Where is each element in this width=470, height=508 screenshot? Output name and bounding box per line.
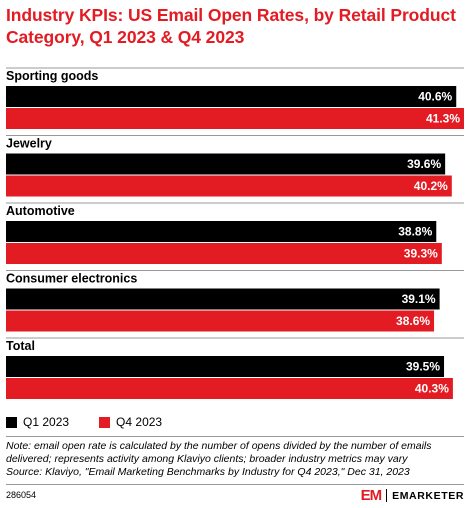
chart-title: Industry KPIs: US Email Open Rates, by R… bbox=[6, 5, 456, 47]
brand-mark: EM bbox=[360, 487, 382, 504]
legend: Q1 2023 Q4 2023 bbox=[6, 415, 192, 429]
bar-q1 bbox=[6, 221, 437, 242]
data-label: 39.1% bbox=[402, 292, 436, 306]
data-label: 41.3% bbox=[426, 112, 460, 126]
note-line-1: Note: email open rate is calculated by t… bbox=[6, 440, 432, 452]
data-label: 40.2% bbox=[414, 179, 448, 193]
category-label: Total bbox=[6, 339, 35, 353]
bar-q1 bbox=[6, 356, 445, 377]
bar-q1 bbox=[6, 86, 457, 107]
brand-logo: EM EMARKETER bbox=[361, 487, 464, 504]
legend-swatch-q4 bbox=[99, 416, 111, 428]
bar-q4 bbox=[6, 108, 464, 129]
category-label: Sporting goods bbox=[6, 69, 98, 83]
data-label: 39.3% bbox=[404, 247, 438, 261]
legend-item-q1: Q1 2023 bbox=[6, 415, 69, 429]
source-note: Note: email open rate is calculated by t… bbox=[6, 440, 466, 479]
brand-separator bbox=[386, 489, 388, 502]
bar-q4 bbox=[6, 243, 442, 264]
note-divider bbox=[6, 436, 464, 437]
category-label: Automotive bbox=[6, 204, 75, 218]
data-label: 40.6% bbox=[418, 90, 452, 104]
legend-swatch-q1 bbox=[6, 416, 17, 428]
note-line-2: delivered; represents activity among Kla… bbox=[6, 453, 408, 465]
data-label: 38.6% bbox=[396, 314, 430, 328]
note-line-3: Source: Klaviyo, "Email Marketing Benchm… bbox=[6, 466, 410, 478]
brand-name: EMARKETER bbox=[392, 489, 464, 502]
data-label: 38.8% bbox=[398, 225, 432, 239]
legend-item-q4: Q4 2023 bbox=[99, 415, 162, 429]
legend-label-q4: Q4 2023 bbox=[116, 415, 163, 429]
data-label: 40.3% bbox=[415, 382, 449, 396]
bar-q4 bbox=[6, 310, 435, 332]
bar-chart: Sporting goods 40.6% 41.3% Jewelry 39.6% 40.2… bbox=[6, 67, 464, 399]
legend-label-q1: Q1 2023 bbox=[23, 415, 70, 429]
category-label: Jewelry bbox=[6, 137, 52, 151]
bar-q1 bbox=[6, 288, 440, 310]
data-label: 39.5% bbox=[406, 360, 440, 374]
footer-divider bbox=[6, 484, 464, 485]
category-label: Consumer electronics bbox=[6, 272, 137, 286]
bar-q1 bbox=[6, 153, 446, 175]
chart-id: 286054 bbox=[6, 490, 37, 500]
bar-q4 bbox=[6, 378, 453, 399]
data-label: 39.6% bbox=[407, 157, 441, 171]
bar-q4 bbox=[6, 175, 452, 197]
